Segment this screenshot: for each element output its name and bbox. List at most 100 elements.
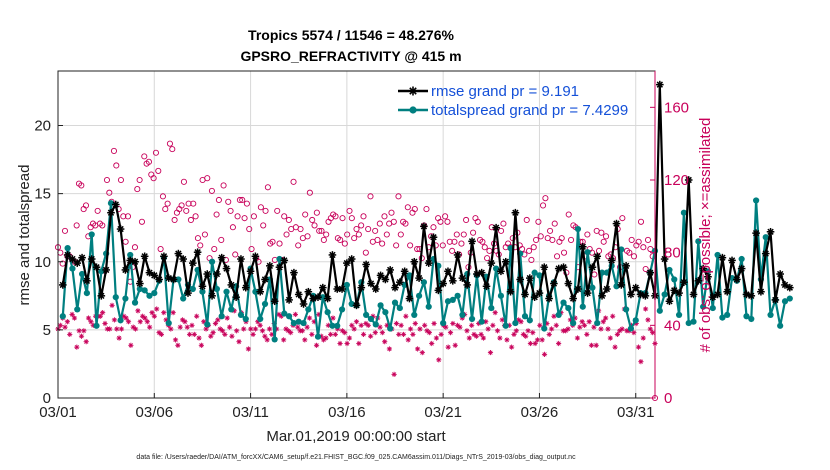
obs-assimilated-point xyxy=(116,335,122,341)
rmse-point xyxy=(193,248,202,257)
obs-possible-point xyxy=(94,207,101,214)
obs-assimilated-point xyxy=(302,337,308,343)
obs-assimilated-point xyxy=(450,320,456,327)
obs-assimilated-point xyxy=(288,330,294,336)
obs-possible-point xyxy=(220,182,227,189)
obs-possible-point xyxy=(313,209,320,216)
obs-possible-point xyxy=(565,211,572,218)
obs-assimilated-point xyxy=(109,302,115,308)
totalspread-point xyxy=(363,311,370,318)
obs-assimilated-point xyxy=(504,337,510,343)
obs-assimilated-point xyxy=(551,313,557,319)
obs-assimilated-point xyxy=(494,328,501,334)
obs-assimilated-point xyxy=(330,315,336,321)
obs-assimilated-point xyxy=(149,310,155,316)
obs-assimilated-point xyxy=(593,342,599,348)
obs-assimilated-point xyxy=(443,324,449,330)
rmse-point xyxy=(482,282,491,291)
rmse-point xyxy=(121,266,130,274)
totalspread-point xyxy=(671,276,678,283)
totalspread-point xyxy=(285,313,293,320)
obs-possible-point xyxy=(309,216,316,224)
totalspread-point xyxy=(242,315,249,323)
rmse-point xyxy=(631,283,640,292)
x-tick-label: 03/31 xyxy=(617,404,655,421)
totalspread-point xyxy=(666,266,673,274)
obs-assimilated-point xyxy=(386,346,393,352)
rmse-point xyxy=(564,279,573,288)
obs-assimilated-point xyxy=(81,328,87,334)
obs-assimilated-point xyxy=(407,326,414,332)
obs-possible-point xyxy=(444,218,451,225)
obs-possible-point xyxy=(243,200,250,207)
obs-assimilated-point xyxy=(614,331,620,338)
obs-assimilated-point xyxy=(509,344,515,350)
obs-assimilated-point xyxy=(224,315,230,321)
obs-possible-point xyxy=(530,244,537,251)
rmse-point xyxy=(318,283,327,292)
rmse-point xyxy=(569,294,577,303)
obs-possible-point xyxy=(542,195,549,202)
obs-possible-point xyxy=(145,158,152,165)
obs-assimilated-point xyxy=(579,319,585,325)
rmse-point xyxy=(280,256,289,265)
rmse-point xyxy=(574,285,582,293)
obs-assimilated-point xyxy=(170,310,176,316)
obs-possible-point xyxy=(402,220,409,227)
totalspread-point xyxy=(531,269,538,276)
obs-assimilated-point xyxy=(69,311,75,318)
obs-possible-point xyxy=(528,256,535,263)
obs-possible-point xyxy=(134,186,141,193)
obs-assimilated-point xyxy=(396,331,402,338)
obs-possible-point xyxy=(320,236,327,243)
obs-assimilated-point xyxy=(313,342,320,348)
rmse-point xyxy=(617,281,626,289)
obs-assimilated-point xyxy=(187,331,193,338)
obs-assimilated-point xyxy=(135,308,141,314)
obs-assimilated-point xyxy=(422,322,428,328)
obs-assimilated-point xyxy=(581,322,588,328)
obs-possible-point xyxy=(362,249,369,256)
totalspread-point xyxy=(680,209,687,216)
obs-possible-point xyxy=(236,196,243,204)
obs-assimilated-point xyxy=(123,315,129,321)
rmse-point xyxy=(492,223,500,232)
totalspread-point xyxy=(512,319,519,327)
rmse-point xyxy=(222,264,231,273)
totalspread-point xyxy=(377,302,384,309)
obs-possible-point xyxy=(360,213,367,220)
obs-assimilated-point xyxy=(647,326,653,332)
obs-assimilated-point xyxy=(525,328,531,334)
rmse-point xyxy=(304,287,313,296)
rmse-point xyxy=(530,293,539,301)
rmse-point xyxy=(179,255,187,263)
x-tick-label: 03/21 xyxy=(424,404,462,421)
totalspread-point xyxy=(83,289,90,297)
obs-possible-point xyxy=(234,213,241,220)
rmse-point xyxy=(261,275,269,284)
obs-assimilated-point xyxy=(266,326,273,332)
totalspread-point xyxy=(93,322,100,329)
rmse-point xyxy=(786,283,794,292)
totalspread-point xyxy=(208,258,216,265)
totalspread-point xyxy=(59,313,66,320)
obs-possible-point xyxy=(281,213,288,220)
obs-possible-point xyxy=(201,231,208,238)
obs-possible-point xyxy=(155,167,162,174)
obs-assimilated-point xyxy=(548,326,555,332)
rmse-point xyxy=(506,287,515,296)
totalspread-point xyxy=(78,270,86,278)
rmse-point xyxy=(140,252,149,261)
obs-possible-point xyxy=(453,231,460,238)
rmse-point xyxy=(545,294,553,303)
obs-possible-point xyxy=(430,224,437,231)
totalspread-point xyxy=(228,306,235,313)
totalspread-point xyxy=(709,304,716,312)
obs-possible-point xyxy=(551,220,558,227)
totalspread-point xyxy=(661,291,668,298)
obs-possible-point xyxy=(157,245,164,253)
obs-assimilated-point xyxy=(377,324,383,330)
totalspread-point xyxy=(521,313,529,320)
obs-possible-point xyxy=(264,184,271,191)
obs-possible-point xyxy=(437,218,444,225)
